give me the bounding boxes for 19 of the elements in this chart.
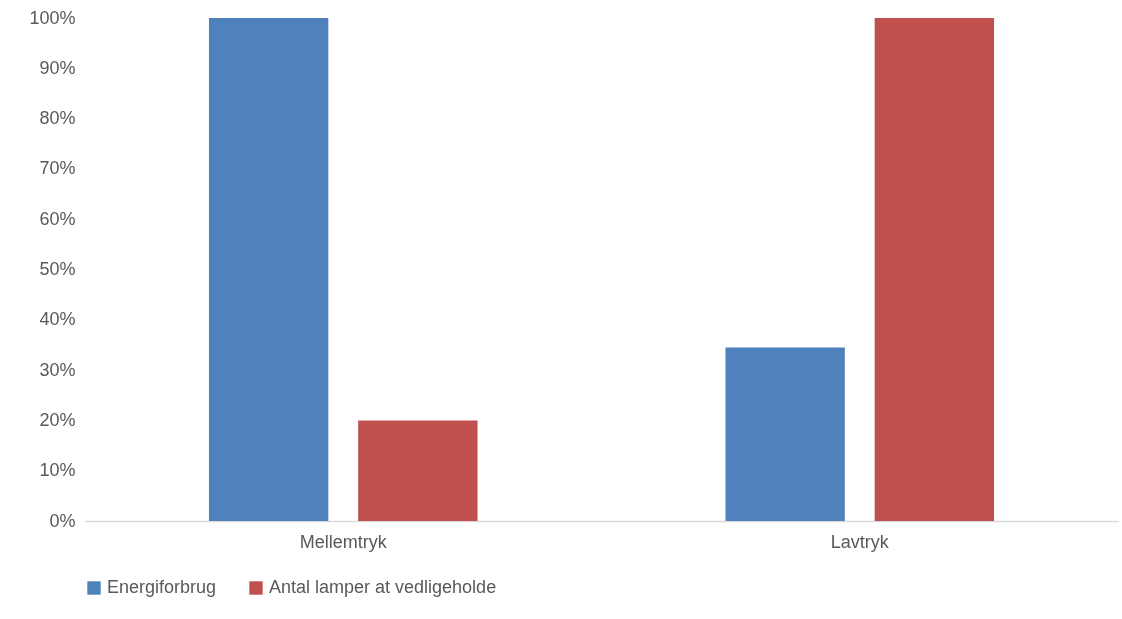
y-tick-label: 50% [39, 259, 76, 279]
y-tick-label: 40% [39, 309, 76, 330]
y-tick-label: 90% [39, 57, 76, 78]
bar [208, 18, 329, 521]
bar [358, 420, 478, 521]
legend-label: Energiforbrug [107, 577, 217, 597]
x-tick-label: Mellemtryk [299, 531, 388, 552]
y-tick-label: 70% [39, 158, 76, 179]
y-tick-label: 80% [39, 108, 76, 129]
y-tick-label: 30% [39, 359, 76, 380]
x-tick-label: Lavtryk [830, 531, 890, 552]
y-tick-label: 60% [39, 208, 76, 229]
y-tick-label: 10% [39, 460, 76, 481]
bar [874, 18, 995, 521]
legend-label: Antal lamper at vedligeholde [269, 577, 497, 597]
y-tick-label: 20% [39, 409, 76, 430]
y-tick-label: 0% [49, 510, 76, 531]
y-tick-label: 100% [29, 7, 76, 28]
bar [725, 347, 845, 521]
